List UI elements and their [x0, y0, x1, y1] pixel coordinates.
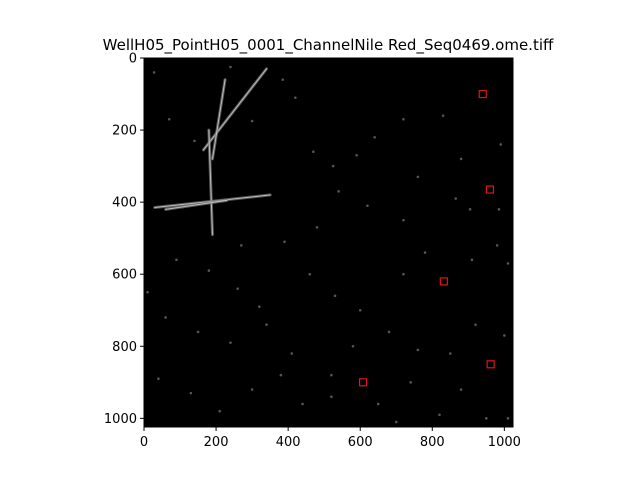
image-speck: [459, 388, 463, 391]
x-tick-label: 600: [348, 435, 373, 450]
image-speck: [402, 272, 405, 276]
image-speck: [189, 391, 193, 395]
image-speck: [485, 417, 488, 420]
x-tick-label: 400: [276, 435, 301, 450]
image-speck: [409, 381, 412, 384]
y-tick-label: 0: [129, 52, 137, 67]
image-speck: [441, 114, 445, 117]
image-speck: [330, 373, 333, 377]
image-speck: [506, 417, 510, 420]
x-tick-label: 1000: [488, 435, 521, 450]
image-speck: [376, 402, 380, 406]
image-speck: [207, 269, 211, 272]
image-speck: [193, 139, 196, 143]
image-speck: [423, 251, 427, 254]
image-speck: [218, 409, 221, 413]
image-speck: [308, 272, 312, 276]
image-speck: [250, 119, 254, 123]
axes-frame: [143, 57, 514, 428]
image-speck: [265, 323, 268, 326]
y-tick-label: 800: [112, 340, 137, 355]
image-speck: [229, 341, 232, 344]
image-speck: [301, 402, 304, 406]
image-speck: [402, 218, 405, 222]
image-speck: [146, 290, 149, 294]
image-speck: [394, 420, 398, 424]
y-tick-label: 200: [112, 124, 137, 139]
image-speck: [497, 208, 501, 211]
image-speck: [402, 117, 405, 121]
image-speck: [283, 240, 286, 244]
y-tick-label: 600: [112, 268, 137, 283]
image-speck: [312, 150, 315, 153]
detection-marker: [478, 89, 487, 99]
image-speck: [152, 71, 156, 74]
image-speck: [495, 244, 499, 247]
image-speck: [196, 330, 200, 334]
chart-title: WellH05_PointH05_0001_ChannelNile Red_Se…: [103, 36, 554, 55]
y-tick-label: 400: [112, 196, 137, 211]
image-streak-core: [165, 199, 228, 210]
image-speck: [503, 334, 506, 337]
image-speck: [175, 258, 178, 262]
image-streak-core: [208, 129, 213, 236]
image-speck: [250, 388, 254, 391]
image-speck: [290, 352, 294, 355]
x-axis: 0 200 400 600 800 1000: [140, 427, 521, 450]
image-speck: [164, 316, 167, 319]
image-speck: [239, 244, 243, 247]
image-speck: [468, 208, 472, 211]
image-speck: [315, 226, 319, 229]
detection-marker: [485, 185, 495, 194]
image-speck: [157, 377, 160, 381]
image-speck: [416, 175, 420, 179]
image-background: [144, 58, 513, 427]
image-streak-core: [211, 79, 226, 160]
image-speck: [229, 65, 232, 69]
image-speck: [387, 330, 391, 334]
image-speck: [506, 262, 510, 265]
image-speck: [448, 352, 452, 355]
x-tick-label: 200: [204, 435, 229, 450]
image-speck: [438, 413, 441, 417]
image-speck: [454, 197, 458, 200]
image-speck: [330, 395, 333, 399]
image-speck: [351, 344, 355, 348]
y-axis: 0 200 400 600 800 1000: [104, 52, 144, 427]
image-speck: [258, 305, 261, 308]
image-speck: [355, 153, 358, 157]
image-speck: [470, 258, 474, 262]
image-speck: [358, 308, 362, 312]
image-speck: [279, 373, 283, 377]
image-speck: [294, 96, 297, 99]
y-tick-label: 1000: [104, 412, 137, 427]
detection-marker: [358, 378, 368, 387]
image-speck: [331, 164, 335, 168]
image-speck: [474, 323, 477, 326]
image-speck: [236, 287, 239, 290]
image-plot-area: [143, 57, 514, 428]
image-speck: [167, 117, 171, 121]
marker-layer: [358, 89, 495, 387]
x-tick-label: 800: [420, 435, 445, 450]
image-speck: [499, 143, 503, 146]
image-content: [146, 65, 510, 424]
image-speck: [459, 157, 463, 161]
image-speck: [337, 190, 340, 193]
x-tick-label: 0: [140, 435, 148, 450]
image-speck: [366, 204, 369, 208]
image-streak-core: [202, 68, 268, 151]
image-speck: [416, 348, 420, 352]
image-speck: [333, 294, 337, 298]
detection-marker: [486, 360, 495, 369]
image-speck: [281, 78, 285, 81]
detection-marker: [439, 277, 448, 286]
image-speck: [373, 135, 376, 139]
